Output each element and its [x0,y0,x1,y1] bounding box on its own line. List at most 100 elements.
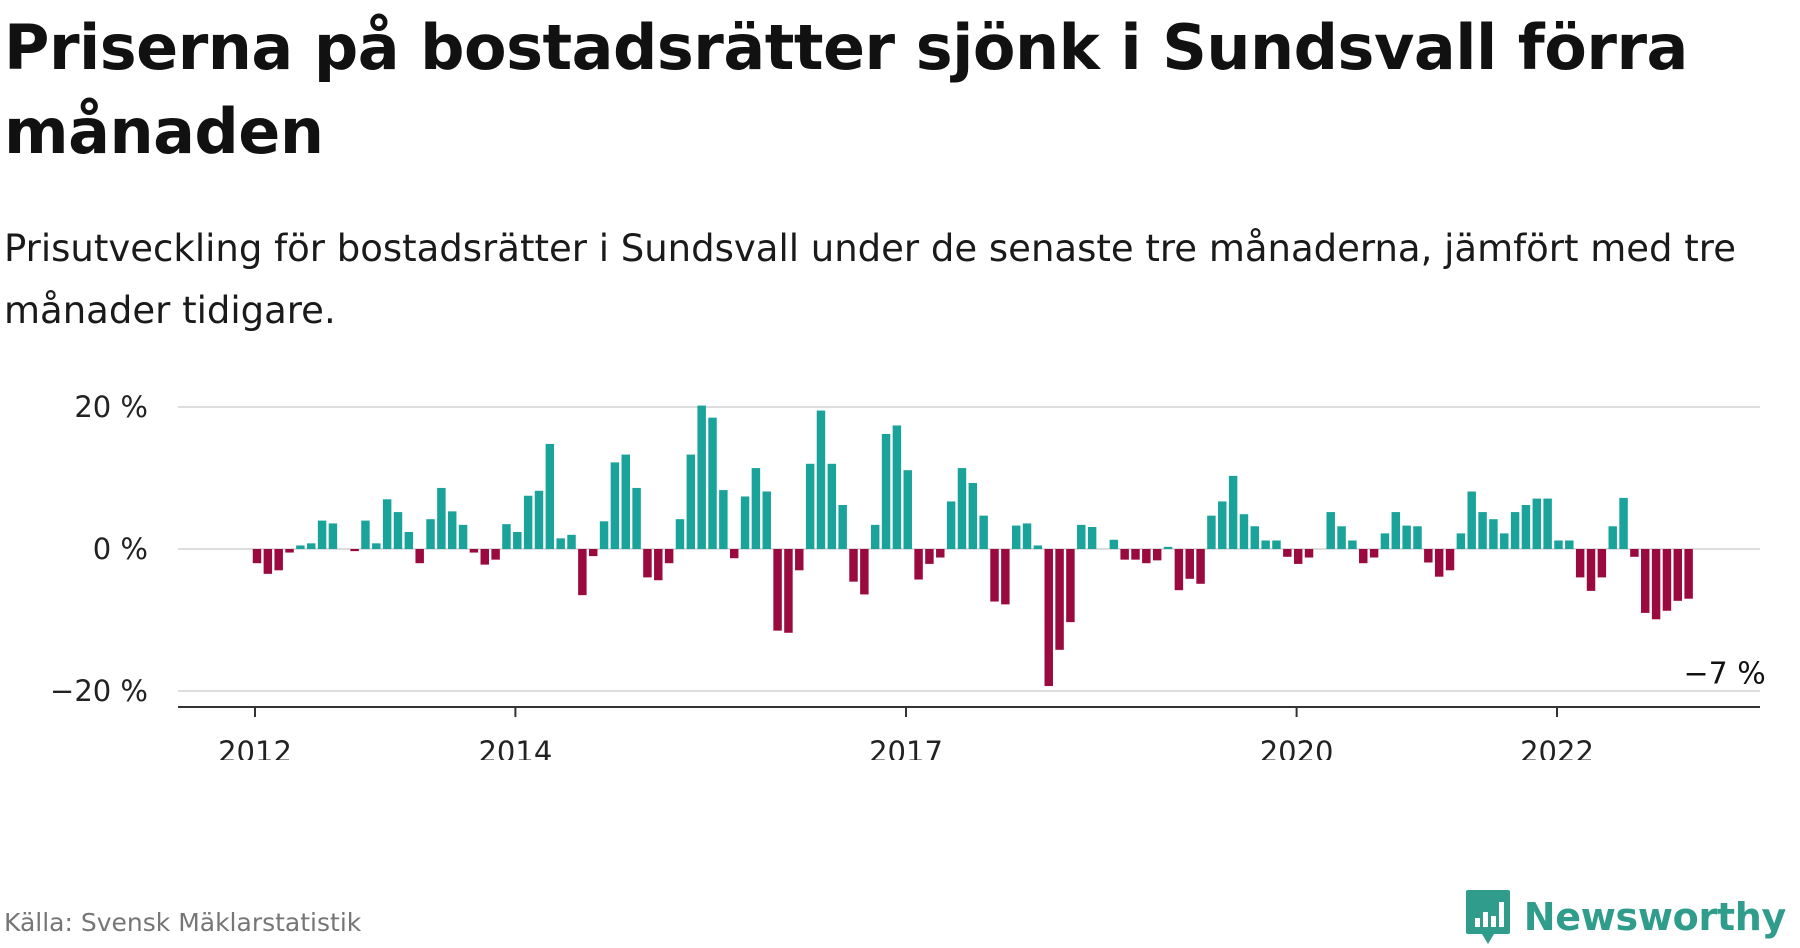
bar [285,549,294,553]
bar [1630,549,1639,557]
bar [1369,549,1379,558]
bar [1207,515,1216,549]
bar [1543,498,1552,549]
bar [1489,519,1498,549]
bar [632,487,641,549]
bar [382,499,392,549]
bar [1348,540,1357,549]
bar [1152,549,1162,561]
y-tick-label: −20 % [50,674,148,708]
bar [968,482,978,549]
brand-name: Newsworthy [1523,895,1787,939]
bar [1239,514,1249,549]
bar [621,454,630,549]
bar [849,549,858,582]
bar [697,405,706,549]
bar [860,549,869,595]
bar [545,443,555,549]
last-value-label: −7 % [1683,657,1765,692]
bar [936,549,945,558]
bar [404,531,414,549]
bar [925,549,934,564]
bar [578,549,587,596]
bar [729,549,739,559]
bar [437,487,446,549]
bar [1413,526,1422,549]
bar [795,549,804,571]
bar [1011,525,1021,549]
bar [903,470,912,549]
bar [1424,549,1433,563]
bar [610,462,620,549]
x-tick-label: 2012 [218,735,292,760]
bar [751,468,761,549]
chart-title: Priserna på bostadsrätter sjönk i Sundsv… [4,11,1688,168]
annotation: −7 % [1681,654,1768,694]
bar [1293,549,1303,564]
bar [350,549,359,552]
bar [1326,512,1335,549]
bar [957,468,967,549]
bar [643,549,652,578]
bar [491,549,500,560]
bar [1478,512,1487,549]
bar [588,549,598,557]
bar [1001,549,1010,605]
bar [1662,549,1672,611]
bar [556,538,565,549]
bar [274,549,283,571]
bar [990,549,999,602]
bar [784,549,793,633]
bar [1434,549,1444,577]
bar [816,410,826,549]
bar [296,545,305,549]
bar [664,549,674,564]
bar [534,490,544,549]
bar [708,417,717,549]
bar [1554,540,1563,549]
bar [1467,491,1476,549]
bar [675,519,685,549]
bar [892,425,902,549]
newsworthy-logo-icon [1465,890,1510,944]
bar [1261,540,1270,549]
bar [1163,546,1173,549]
bar [838,504,847,549]
bar [1304,549,1314,558]
bar [1641,549,1650,613]
bar [361,520,370,549]
bar [1174,549,1184,591]
bar [1532,498,1542,549]
bar [1673,549,1683,601]
bar [1283,549,1292,557]
bar [372,543,381,549]
bar [1500,533,1509,549]
bar [773,549,782,631]
y-tick-label: 0 % [93,532,148,566]
bar [502,524,511,549]
bar [393,512,403,549]
bar [1066,549,1075,623]
bar [1619,497,1628,549]
bar [827,463,837,549]
x-tick-label: 2017 [869,735,943,760]
bar [1250,526,1260,549]
bar [1228,475,1238,549]
bar [1142,549,1151,564]
bar [1651,549,1661,620]
bar [1402,525,1411,549]
brand[interactable]: Newsworthy [1464,888,1786,946]
bar [1575,549,1585,578]
bar [1445,549,1455,571]
bar [740,496,750,549]
bar [317,520,327,549]
bar [1077,524,1086,549]
bar [979,515,988,549]
bar [1456,533,1466,549]
bar [881,433,891,549]
bar [1565,540,1574,549]
bar [567,534,576,549]
bar [1510,512,1520,549]
bar [469,549,479,553]
bar [946,501,956,549]
